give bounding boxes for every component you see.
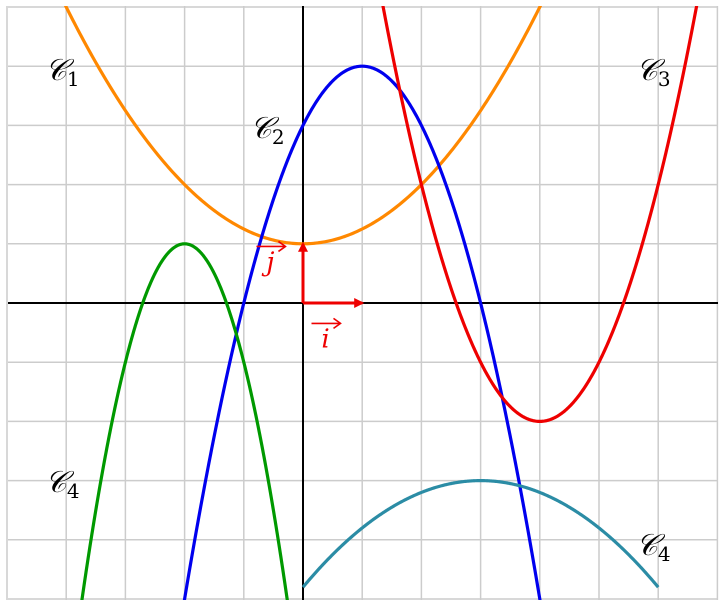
- label-c3: 𝒞3: [636, 53, 671, 91]
- label-c4-right: 𝒞4: [636, 528, 671, 566]
- vector-j-label: j: [261, 247, 274, 277]
- curve-c1: [63, 6, 543, 246]
- curve-c4-green: [80, 242, 289, 600]
- vector-j-label-arrowhead: [277, 240, 287, 253]
- label-c2: 𝒞2: [250, 111, 285, 149]
- curves: [63, 6, 699, 600]
- curve-c3: [381, 6, 699, 424]
- curve-c4-teal: [301, 479, 660, 589]
- label-c4-left: 𝒞4: [45, 465, 80, 503]
- curve-c2: [182, 64, 542, 600]
- basis-vectors: ij: [256, 240, 365, 354]
- label-c1: 𝒞1: [45, 53, 80, 91]
- vector-i-label: i: [321, 324, 329, 354]
- vector-i-label-arrowhead: [333, 317, 342, 330]
